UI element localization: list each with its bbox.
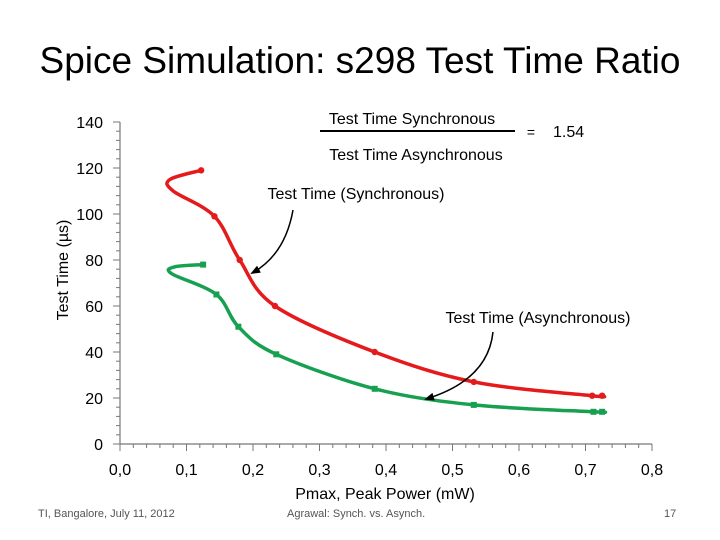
- series-point: [236, 256, 243, 264]
- series-point: [273, 351, 280, 358]
- x-tick-label: 0,3: [308, 462, 330, 479]
- series-point: [470, 378, 477, 386]
- footer-page-number: 17: [664, 508, 677, 520]
- x-tick-label: 0,1: [175, 462, 197, 479]
- series-point: [470, 401, 477, 408]
- sync-callout-arrow: [250, 209, 294, 274]
- series-point: [599, 408, 606, 415]
- sync-callout-label: Test Time (Synchronous): [268, 186, 445, 203]
- y-tick-label: 80: [85, 253, 103, 270]
- series-point: [213, 291, 220, 298]
- series-point: [211, 213, 218, 220]
- async-callout-arrow: [424, 331, 494, 401]
- x-tick-label: 0,0: [109, 462, 131, 479]
- series-line-0: [165, 168, 607, 399]
- y-tick-label: 140: [76, 115, 103, 132]
- ratio-equals: =: [527, 124, 535, 140]
- y-tick-label: 40: [85, 345, 103, 362]
- series-point: [271, 302, 279, 310]
- y-tick-label: 60: [85, 299, 103, 316]
- series-layer: [165, 167, 608, 415]
- y-tick-label: 20: [85, 391, 103, 408]
- x-tick-labels: 0,0 0,1 0,2 0,3 0,4 0,5 0,6 0,7 0,8: [109, 462, 663, 479]
- ratio-numerator: Test Time Synchronous: [329, 111, 495, 128]
- series-point: [588, 392, 596, 399]
- x-tick-label: 0,7: [574, 462, 596, 479]
- async-callout-label: Test Time (Asynchronous): [446, 310, 631, 327]
- series-point: [200, 261, 207, 268]
- x-tick-label: 0,5: [441, 462, 463, 479]
- footer-author: Agrawal: Synch. vs. Asynch.: [287, 508, 426, 520]
- series-point: [598, 392, 606, 399]
- x-tick-label: 0,8: [641, 462, 663, 479]
- x-tick-label: 0,4: [375, 462, 397, 479]
- y-tick-label: 100: [76, 207, 103, 224]
- series-point: [371, 348, 378, 356]
- series-point: [371, 385, 378, 392]
- series-point: [235, 323, 242, 330]
- series-point: [197, 167, 205, 174]
- x-axis-label: Pmax, Peak Power (mW): [295, 486, 475, 503]
- ratio-denominator: Test Time Asynchronous: [329, 147, 502, 164]
- ratio-value: 1.54: [553, 124, 584, 141]
- y-tick-label: 120: [76, 161, 103, 178]
- series-point: [590, 408, 597, 415]
- x-tick-label: 0,6: [508, 462, 530, 479]
- chart-axes: [113, 121, 653, 451]
- y-axis-label: Test Time (µs): [55, 220, 72, 321]
- x-tick-label: 0,2: [242, 462, 264, 479]
- footer-venue: TI, Bangalore, July 11, 2012: [38, 508, 175, 520]
- y-tick-labels: 0 20 40 60 80 100 120 140: [76, 115, 103, 454]
- slide-title: Spice Simulation: s298 Test Time Ratio: [39, 40, 681, 81]
- y-tick-label: 0: [94, 437, 103, 454]
